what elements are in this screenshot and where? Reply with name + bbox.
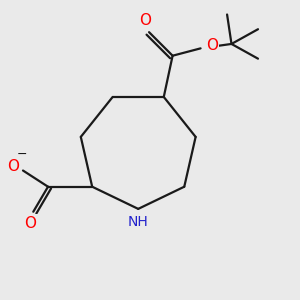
Text: O: O xyxy=(206,38,218,53)
Text: −: − xyxy=(16,148,27,161)
Text: O: O xyxy=(139,14,151,28)
Text: O: O xyxy=(7,159,19,174)
Text: O: O xyxy=(24,216,36,231)
Text: NH: NH xyxy=(128,215,148,229)
